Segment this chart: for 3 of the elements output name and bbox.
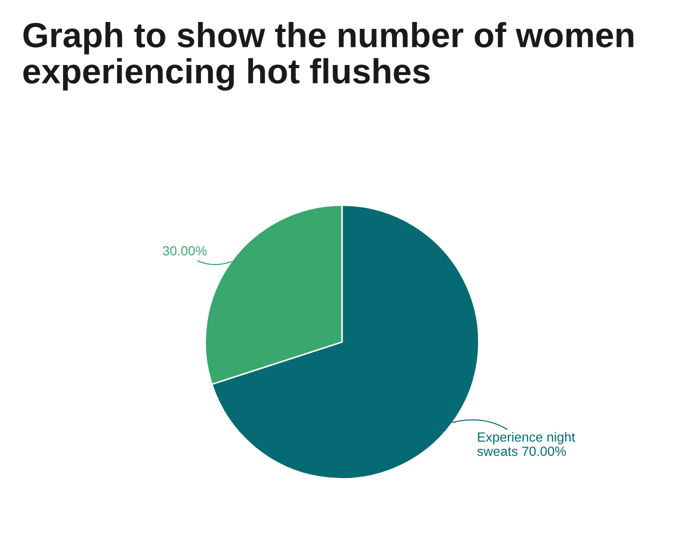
slice-label: Experience night sweats 70.00% xyxy=(477,432,576,456)
chart-title: Graph to show the number of women experiencing hot flushes xyxy=(23,22,634,91)
data-label: 30.00% xyxy=(162,246,207,256)
